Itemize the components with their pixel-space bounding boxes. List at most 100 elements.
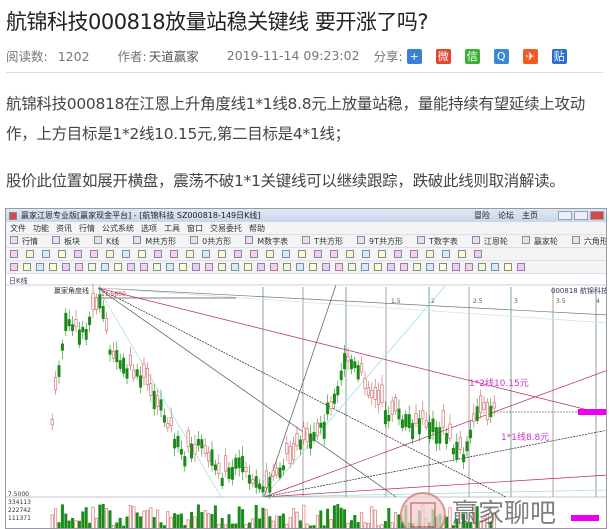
tieba-icon[interactable]: 贴 <box>551 48 567 64</box>
drawing-tool-icon[interactable] <box>478 263 486 271</box>
drawing-tool-icon[interactable] <box>23 263 31 271</box>
title-button[interactable]: 冒险 <box>474 211 490 220</box>
toolbar-button[interactable]: 行情 <box>10 235 45 247</box>
toolbar-button[interactable]: T数字表 <box>417 235 465 247</box>
minimize-icon[interactable] <box>558 211 572 220</box>
drawing-tool-icon[interactable] <box>122 250 130 258</box>
drawing-tool-icon[interactable] <box>314 250 322 258</box>
drawing-tool-icon[interactable] <box>74 250 82 258</box>
menu-item[interactable]: 文件 <box>10 223 26 233</box>
drawing-tool-icon[interactable] <box>458 250 466 258</box>
drawing-tool-icon[interactable] <box>322 263 330 271</box>
drawing-tool-icon[interactable] <box>250 250 258 258</box>
drawing-tool-icon[interactable] <box>298 250 306 258</box>
drawing-tool-icon[interactable] <box>426 263 434 271</box>
toolbar-button[interactable]: M数字表 <box>245 235 295 247</box>
toolbar-button[interactable]: K线 <box>94 235 126 247</box>
drawing-tool-icon[interactable] <box>400 263 408 271</box>
toolbar-button[interactable]: 赢家轮 <box>521 235 565 247</box>
drawing-tool-icon[interactable] <box>218 263 226 271</box>
menu-item[interactable]: 行情 <box>79 223 95 233</box>
drawing-tool-icon[interactable] <box>49 263 57 271</box>
wechat-icon[interactable]: 信 <box>464 48 480 64</box>
drawing-tool-icon[interactable] <box>179 263 187 271</box>
drawing-tool-icon[interactable] <box>10 250 18 258</box>
menu-item[interactable]: 交易委托 <box>210 223 242 233</box>
toolbar-button[interactable]: 0共方形 <box>190 235 238 247</box>
drawing-tool-icon[interactable] <box>166 263 174 271</box>
drawing-tool-icon[interactable] <box>257 263 265 271</box>
drawing-tool-icon[interactable] <box>296 263 304 271</box>
drawing-tool-icon[interactable] <box>361 263 369 271</box>
toolbar-button[interactable]: T共方形 <box>302 235 350 247</box>
close-icon[interactable] <box>590 211 604 220</box>
drawing-tool-icon[interactable] <box>186 250 194 258</box>
menu-item[interactable]: 工具 <box>164 223 180 233</box>
drawing-tool-icon[interactable] <box>330 250 338 258</box>
drawing-tool-icon[interactable] <box>474 250 482 258</box>
drawing-tool-icon[interactable] <box>127 263 135 271</box>
drawing-tool-icon[interactable] <box>504 263 512 271</box>
plus-share-icon[interactable]: + <box>406 48 422 64</box>
drawing-tool-icon[interactable] <box>378 250 386 258</box>
drawing-tool-icon[interactable] <box>62 263 70 271</box>
menu-item[interactable]: 功能 <box>33 223 49 233</box>
drawing-tool-icon[interactable] <box>75 263 83 271</box>
menu-item[interactable]: 窗口 <box>187 223 203 233</box>
drawing-tool-icon[interactable] <box>335 263 343 271</box>
menu-item[interactable]: 选项 <box>141 223 157 233</box>
drawing-tool-icon[interactable] <box>394 250 402 258</box>
drawing-tool-icon[interactable] <box>439 263 447 271</box>
drawing-tool-icon[interactable] <box>362 250 370 258</box>
drawing-tool-icon[interactable] <box>10 263 18 271</box>
drawing-tool-icon[interactable] <box>202 250 210 258</box>
drawing-tool-icon[interactable] <box>138 250 146 258</box>
author-name[interactable]: 天道赢家 <box>148 49 199 64</box>
drawing-tool-icon[interactable] <box>517 263 525 271</box>
drawing-tool-icon[interactable] <box>170 250 178 258</box>
drawing-tool-icon[interactable] <box>442 250 450 258</box>
weibo-icon[interactable]: 微 <box>435 48 451 64</box>
drawing-tool-icon[interactable] <box>452 263 460 271</box>
toolbar-button[interactable]: 江恩轮 <box>471 235 515 247</box>
drawing-tool-icon[interactable] <box>205 263 213 271</box>
drawing-tool-icon[interactable] <box>346 250 354 258</box>
title-button[interactable]: 论坛 <box>498 211 514 220</box>
drawing-tool-icon[interactable] <box>114 263 122 271</box>
drawing-tool-icon[interactable] <box>266 250 274 258</box>
drawing-tool-icon[interactable] <box>154 250 162 258</box>
drawing-tool-icon[interactable] <box>36 263 44 271</box>
drawing-tool-icon[interactable] <box>26 250 34 258</box>
toolbar-button[interactable]: M共方形 <box>133 235 183 247</box>
drawing-tool-icon[interactable] <box>426 250 434 258</box>
drawing-tool-icon[interactable] <box>58 250 66 258</box>
drawing-tool-icon[interactable] <box>140 263 148 271</box>
drawing-tool-icon[interactable] <box>309 263 317 271</box>
drawing-tool-icon[interactable] <box>283 263 291 271</box>
drawing-tool-icon[interactable] <box>387 263 395 271</box>
drawing-tool-icon[interactable] <box>90 250 98 258</box>
maximize-icon[interactable] <box>574 211 588 220</box>
drawing-tool-icon[interactable] <box>231 263 239 271</box>
drawing-tool-icon[interactable] <box>348 263 356 271</box>
drawing-tool-icon[interactable] <box>101 263 109 271</box>
tencent-weibo-icon[interactable]: ✈ <box>522 48 538 64</box>
drawing-tool-icon[interactable] <box>153 263 161 271</box>
qq-icon[interactable]: Q <box>493 48 509 64</box>
drawing-tool-icon[interactable] <box>413 263 421 271</box>
drawing-tool-icon[interactable] <box>218 250 226 258</box>
drawing-tool-icon[interactable] <box>491 263 499 271</box>
drawing-tool-icon[interactable] <box>234 250 242 258</box>
toolbar-button[interactable]: 六角形 <box>571 235 606 247</box>
title-button[interactable]: 主页 <box>522 211 538 220</box>
toolbar-button[interactable]: 板块 <box>52 235 87 247</box>
drawing-tool-icon[interactable] <box>282 250 290 258</box>
drawing-tool-icon[interactable] <box>192 263 200 271</box>
drawing-tool-icon[interactable] <box>244 263 252 271</box>
drawing-tool-icon[interactable] <box>410 250 418 258</box>
drawing-tool-icon[interactable] <box>465 263 473 271</box>
drawing-tool-icon[interactable] <box>42 250 50 258</box>
drawing-tool-icon[interactable] <box>106 250 114 258</box>
drawing-tool-icon[interactable] <box>270 263 278 271</box>
menu-item[interactable]: 资讯 <box>56 223 72 233</box>
